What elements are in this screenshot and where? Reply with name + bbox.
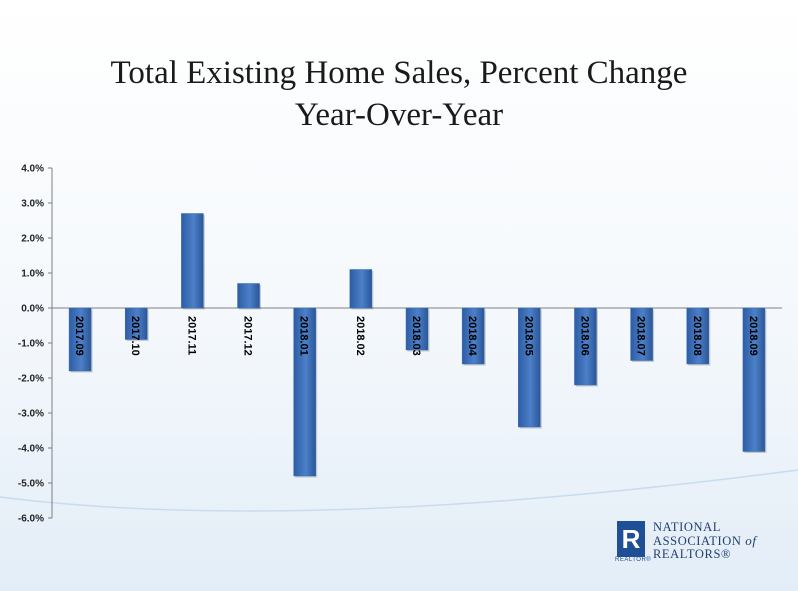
logo-line-2: ASSOCIATION of — [653, 533, 757, 548]
category-label: 2017.09 — [73, 316, 85, 356]
bar — [237, 283, 260, 309]
category-label: 2017.12 — [242, 316, 254, 356]
category-label: 2018.01 — [298, 316, 310, 356]
category-label: 2018.04 — [466, 316, 478, 357]
y-tick-label: -4.0% — [18, 444, 44, 455]
y-tick-label: -6.0% — [18, 514, 44, 525]
bar — [68, 307, 92, 372]
category-labels: 2017.09 2017.10 2017.11 2017.12 2018.01 2018.… — [73, 316, 759, 357]
bars — [68, 213, 767, 478]
logo-small-text: REALTOR® — [615, 557, 652, 563]
logo-line-1: NATIONAL — [653, 520, 721, 534]
bar — [574, 307, 597, 386]
category-label: 2018.03 — [410, 316, 422, 356]
chart-subtitle: Year-Over-Year — [294, 97, 504, 133]
bar — [293, 307, 316, 477]
category-label: 2018.05 — [522, 316, 534, 356]
bar — [405, 307, 429, 351]
y-tick-label: 3.0% — [21, 199, 44, 210]
y-tick-label: 2.0% — [21, 234, 44, 245]
bar — [630, 307, 653, 361]
y-tick-label: -5.0% — [18, 479, 44, 490]
y-tick-label: -1.0% — [18, 339, 44, 350]
y-tick-label: 1.0% — [21, 269, 44, 280]
category-label: 2018.08 — [691, 316, 703, 356]
y-tick-label: 0.0% — [21, 304, 44, 315]
category-label: 2018.06 — [578, 316, 590, 356]
category-label: 2017.10 — [129, 316, 141, 356]
y-axis: 4.0% 3.0% 2.0% 1.0% 0.0% -1.0% -2.0% -3.0% -4.0%… — [18, 164, 782, 525]
y-tick-label: -3.0% — [18, 409, 44, 420]
bar — [181, 213, 204, 309]
y-tick-label: -2.0% — [18, 374, 44, 385]
bar — [518, 307, 541, 428]
category-label: 2018.07 — [635, 316, 647, 356]
category-label: 2018.09 — [747, 316, 759, 356]
background-swoosh — [0, 469, 798, 512]
chart-title: Total Existing Home Sales, Percent Chang… — [110, 55, 688, 91]
bar — [686, 307, 710, 365]
bar — [349, 269, 373, 309]
logo-wordmark: NATIONAL ASSOCIATION of REALTORS® — [653, 521, 757, 561]
bar — [124, 307, 148, 340]
y-tick-label: 4.0% — [21, 164, 44, 175]
bar — [461, 307, 485, 365]
logo-line-3: REALTORS® — [653, 547, 732, 561]
category-label: 2017.11 — [185, 316, 197, 355]
category-label: 2018.02 — [354, 316, 366, 356]
chart-title-block: Total Existing Home Sales, Percent Chang… — [0, 52, 798, 136]
realtor-r-icon: R — [617, 521, 645, 557]
bar — [742, 307, 766, 452]
nar-logo: R REALTOR® NATIONAL ASSOCIATION of REALT… — [615, 521, 777, 565]
